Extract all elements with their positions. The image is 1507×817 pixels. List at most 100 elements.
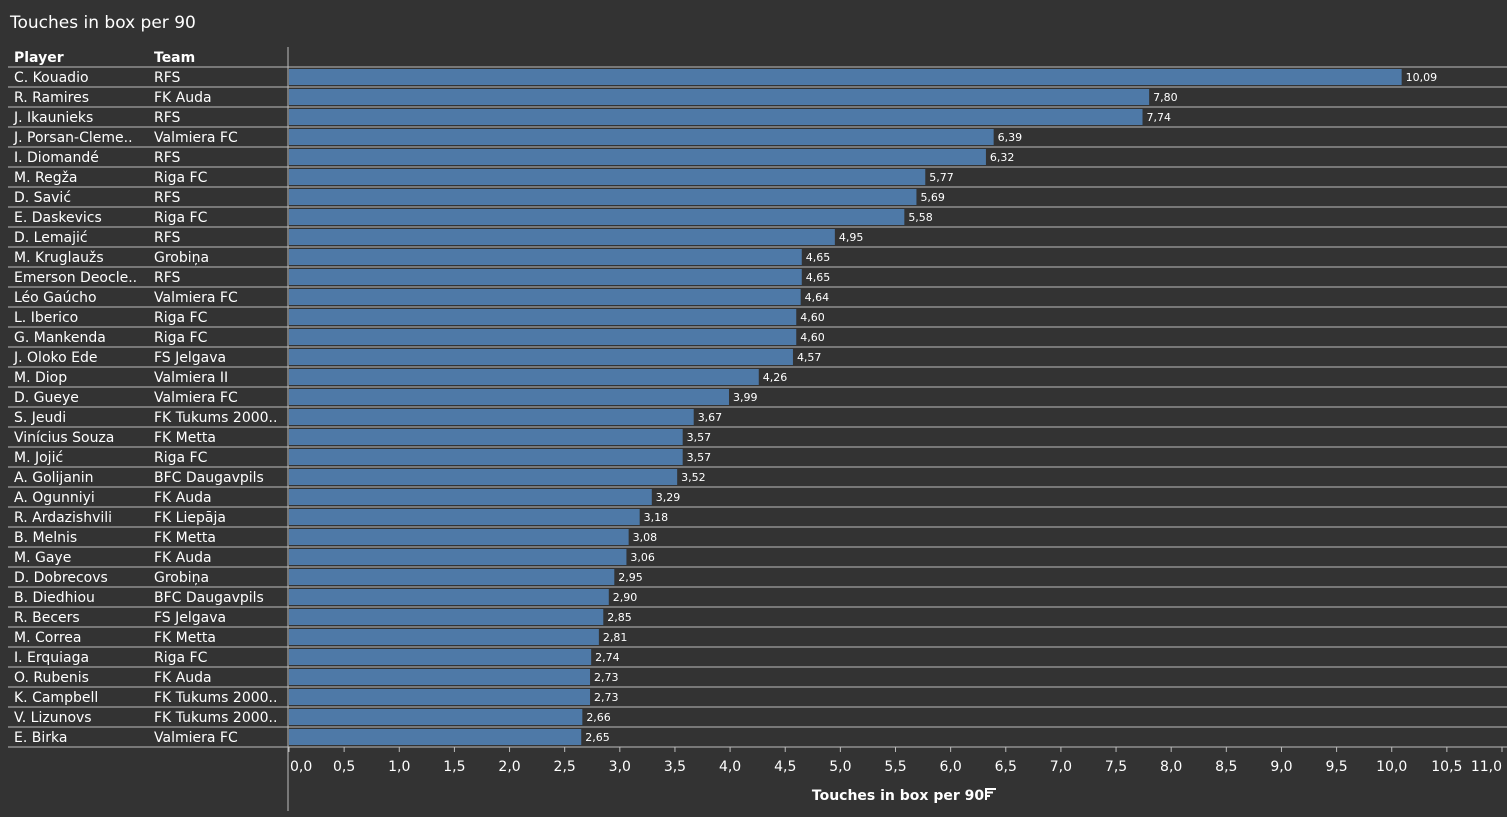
player-name: M. Gaye [14,550,71,566]
table-row: B. Melnis FK Metta 3,08 [8,529,1507,548]
team-name: Riga FC [154,170,208,186]
table-row: E. Birka Valmiera FC 2,65 [8,729,1507,748]
data-label: 2,90 [613,591,638,604]
team-name: FK Metta [154,430,216,446]
bar [289,429,683,445]
bar [289,309,797,325]
data-label: 6,32 [990,151,1015,164]
table-row: J. Porsan-Cleme.. Valmiera FC 6,39 [8,129,1507,148]
team-name: FS Jelgava [154,610,226,626]
player-name: D. Lemajić [14,230,88,246]
data-label: 5,69 [920,191,945,204]
bar [289,389,729,405]
team-name: RFS [154,190,181,206]
table-row: M. Correa FK Metta 2,81 [8,629,1507,648]
player-name: Vinícius Souza [14,430,114,446]
column-header-team: Team [154,50,195,66]
bar [289,189,917,205]
table-row: M. Regža Riga FC 5,77 [8,169,1507,188]
player-name: R. Becers [14,610,80,626]
player-name: J. Oloko Ede [13,350,97,366]
team-name: FK Tukums 2000.. [154,710,277,726]
table-row: M. Diop Valmiera II 4,26 [8,369,1507,388]
player-name: O. Rubenis [14,670,89,686]
table-row: L. Iberico Riga FC 4,60 [8,309,1507,328]
bar [289,349,793,365]
player-name: G. Mankenda [14,330,106,346]
team-name: FK Auda [154,490,212,506]
table-row: J. Oloko Ede FS Jelgava 4,57 [8,349,1507,368]
bar [289,529,629,545]
data-label: 4,57 [797,351,822,364]
team-name: RFS [154,230,181,246]
player-name: M. Jojić [14,450,63,466]
table-row: I. Diomandé RFS 6,32 [8,149,1507,168]
x-tick-label: 2,0 [498,759,520,775]
data-label: 2,66 [586,711,611,724]
table-row: B. Diedhiou BFC Daugavpils 2,90 [8,589,1507,608]
bar [289,649,592,665]
player-name: M. Kruglaužs [14,250,104,266]
player-name: A. Ogunniyi [14,490,95,506]
team-name: FK Metta [154,630,216,646]
data-label: 2,73 [594,691,619,704]
x-tick-label: 4,5 [774,759,796,775]
team-name: FK Auda [154,670,212,686]
bar [289,169,926,185]
bar [289,549,627,565]
sort-descending-icon [985,788,996,800]
data-label: 2,85 [607,611,632,624]
team-name: Valmiera FC [154,290,238,306]
bar [289,229,835,245]
team-name: FK Tukums 2000.. [154,410,277,426]
bar [289,249,802,265]
data-label: 3,99 [733,391,758,404]
table-row: D. Gueye Valmiera FC 3,99 [8,389,1507,408]
bar [289,289,801,305]
player-name: C. Kouadio [14,70,89,86]
bar [289,209,905,225]
player-name: K. Campbell [14,690,98,706]
x-tick-label: 9,5 [1325,759,1347,775]
data-label: 7,80 [1153,91,1178,104]
x-tick-label: 2,5 [554,759,576,775]
table-row: R. Ramires FK Auda 7,80 [8,89,1507,108]
player-name: B. Diedhiou [14,590,95,606]
x-tick-label: 9,0 [1270,759,1292,775]
x-tick-label: 5,5 [884,759,906,775]
table-row: V. Lizunovs FK Tukums 2000.. 2,66 [8,709,1507,728]
x-tick-label: 4,0 [719,759,741,775]
x-tick-label: 8,0 [1160,759,1182,775]
team-name: RFS [154,70,181,86]
table-row: S. Jeudi FK Tukums 2000.. 3,67 [8,409,1507,428]
data-label: 4,65 [806,271,831,284]
player-name: M. Correa [14,630,81,646]
x-tick-label: 6,0 [940,759,962,775]
bar [289,469,678,485]
x-tick-label: 7,5 [1105,759,1127,775]
table-row: A. Ogunniyi FK Auda 3,29 [8,489,1507,508]
player-name: I. Diomandé [14,150,99,166]
bar [289,569,615,585]
bar [289,669,591,685]
team-name: Grobiņa [154,570,209,586]
team-name: RFS [154,150,181,166]
table-row: J. Ikaunieks RFS 7,74 [8,109,1507,128]
team-name: FK Auda [154,90,212,106]
bar [289,729,582,745]
player-name: Emerson Deocle.. [14,270,137,286]
chart-title: Touches in box per 90 [10,13,196,33]
x-tick-label: 7,0 [1050,759,1072,775]
data-label: 2,81 [603,631,628,644]
data-label: 10,09 [1406,71,1438,84]
bar [289,89,1150,105]
player-name: J. Porsan-Cleme.. [13,130,133,146]
player-name: L. Iberico [14,310,78,326]
player-name: E. Daskevics [14,210,102,226]
bar [289,629,599,645]
player-name: J. Ikaunieks [13,110,93,126]
team-name: Valmiera FC [154,730,238,746]
x-tick-label: 0,0 [290,759,312,775]
data-label: 3,18 [644,511,669,524]
data-label: 3,52 [681,471,706,484]
